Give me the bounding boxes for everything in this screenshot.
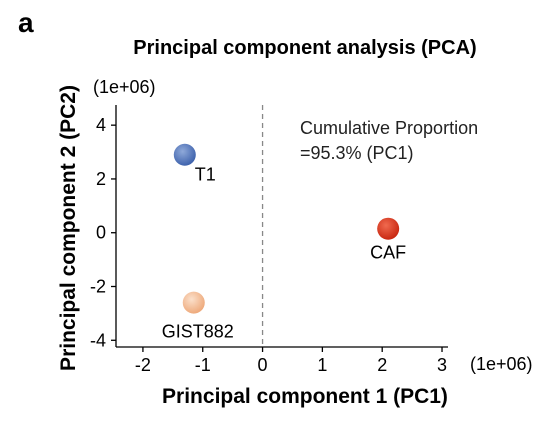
x-tick-label: -1: [195, 355, 211, 375]
annotation: Cumulative Proportion =95.3% (PC1): [300, 118, 478, 163]
y-scale-label: (1e+06): [93, 77, 156, 97]
x-tick-label: 2: [377, 355, 387, 375]
y-tick-label: 4: [96, 115, 106, 135]
point-label-t1: T1: [195, 165, 216, 185]
y-tick-label: -4: [90, 330, 106, 350]
x-tick-label: 1: [317, 355, 327, 375]
annotation-line: Cumulative Proportion: [300, 118, 478, 138]
x-axis-title: Principal component 1 (PC1): [162, 385, 448, 408]
point-gist882: [182, 291, 205, 314]
point-caf: [377, 217, 400, 240]
x-scale-label: (1e+06): [470, 354, 533, 374]
panel-label: a: [18, 7, 34, 38]
x-tick-label: 0: [258, 355, 268, 375]
x-tick-label: 3: [437, 355, 447, 375]
chart-title: Principal component analysis (PCA): [133, 37, 476, 59]
data-points: T1 CAF GIST882: [162, 143, 406, 342]
annotation-line: =95.3% (PC1): [300, 143, 414, 163]
x-tick-label: -2: [135, 355, 151, 375]
point-label-caf: CAF: [370, 243, 406, 263]
point-label-gist882: GIST882: [162, 322, 234, 342]
y-tick-label: 2: [96, 169, 106, 189]
y-tick-label: -2: [90, 277, 106, 297]
axes: -4 -2 0 2 4 -2 -1 0 1 2 3: [90, 105, 448, 375]
y-tick-label: 0: [96, 223, 106, 243]
point-t1: [173, 143, 196, 166]
y-axis-title: Principal component 2 (PC2): [57, 85, 80, 371]
